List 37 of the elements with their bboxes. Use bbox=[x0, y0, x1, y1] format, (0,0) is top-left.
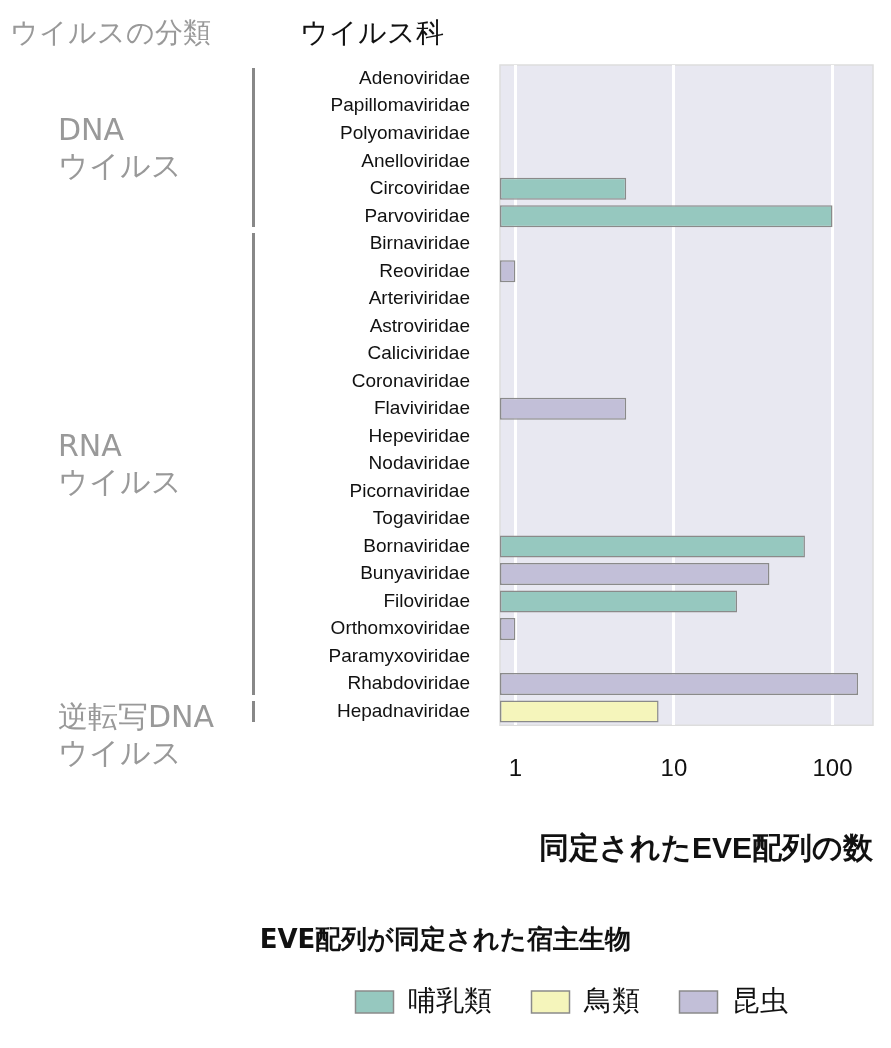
y-tick-label: Hepeviridae bbox=[368, 424, 470, 446]
y-tick-label: Togaviridae bbox=[372, 507, 470, 529]
y-tick-label: Birnaviridae bbox=[369, 232, 470, 254]
x-tick-label: 100 bbox=[812, 754, 853, 782]
y-tick-label: Coronaviridae bbox=[351, 369, 470, 391]
x-axis-title: 同定されたEVE配列の数 bbox=[538, 831, 874, 865]
y-tick-label: Paramyxoviridae bbox=[328, 644, 470, 666]
text: RNA ウイルス bbox=[58, 427, 182, 500]
x-tick-label: 10 bbox=[660, 754, 688, 782]
legend-label: 昆虫 bbox=[731, 984, 788, 1016]
y-tick-label: Polyomaviridae bbox=[340, 122, 470, 144]
text: DNA ウイルス bbox=[58, 111, 182, 184]
y-tick-label: Caliciviridae bbox=[367, 342, 470, 364]
y-tick-label: Flaviviridae bbox=[373, 397, 470, 419]
y-tick-label: Nodaviridae bbox=[368, 452, 470, 474]
y-tick-label: Circoviridae bbox=[369, 177, 470, 199]
y-tick-label: Reoviridae bbox=[379, 259, 470, 281]
x-tick-label: 1 bbox=[508, 754, 523, 782]
legend-title: EVE配列が同定された宿主生物 bbox=[258, 923, 633, 956]
y-tick-label: Hepadnaviridae bbox=[336, 699, 470, 721]
text: 逆転写DNA ウイルス bbox=[58, 698, 215, 771]
text: ウイルスの分類 bbox=[10, 15, 211, 51]
legend-label: 鳥類 bbox=[582, 984, 640, 1016]
y-tick-label: Papillomaviridae bbox=[330, 94, 470, 116]
y-tick-label: Rhabdoviridae bbox=[347, 672, 470, 694]
y-axis-title: ウイルス科 bbox=[300, 15, 444, 51]
y-tick-label: Astroviridae bbox=[369, 314, 470, 336]
y-tick-label: Adenoviridae bbox=[359, 66, 470, 88]
y-tick-label: Parvoviridae bbox=[364, 204, 470, 226]
y-tick-label: Bornaviridae bbox=[363, 534, 470, 556]
y-tick-label: Arteriviridae bbox=[368, 287, 470, 309]
y-tick-label: Bunyaviridae bbox=[360, 562, 470, 584]
y-tick-label: Picornaviridae bbox=[349, 479, 470, 501]
y-tick-label: Filoviridae bbox=[383, 589, 470, 611]
y-tick-label: Orthomxoviridae bbox=[330, 617, 470, 639]
legend-label: 哺乳類 bbox=[407, 984, 492, 1016]
y-tick-label: Anelloviridae bbox=[361, 149, 470, 171]
